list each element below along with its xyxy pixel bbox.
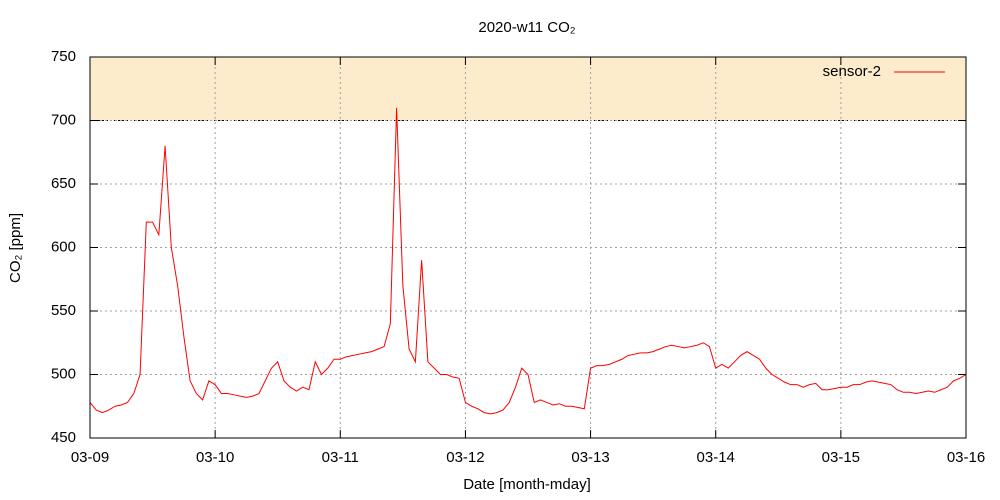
x-tick-label: 03-16 — [947, 449, 985, 466]
chart-title: 2020-w11 CO₂ — [478, 19, 575, 36]
x-tick-label: 03-12 — [446, 449, 484, 466]
legend-label: sensor-2 — [823, 63, 881, 80]
x-tick-label: 03-13 — [571, 449, 609, 466]
y-tick-label: 600 — [51, 238, 76, 255]
x-axis-label: Date [month-mday] — [463, 476, 591, 493]
plot-border — [89, 56, 967, 439]
y-tick-label: 750 — [51, 48, 76, 65]
x-tick-label: 03-10 — [196, 449, 234, 466]
y-tick-label: 550 — [51, 302, 76, 319]
y-axis-label: CO₂ [ppm] — [7, 213, 24, 283]
y-tick-label: 450 — [51, 429, 76, 446]
x-tick-label: 03-09 — [71, 449, 109, 466]
x-tick-label: 03-11 — [322, 449, 359, 466]
highlight-band — [90, 57, 966, 121]
y-tick-label: 500 — [51, 365, 76, 382]
x-tick-label: 03-15 — [822, 449, 860, 466]
data-line — [89, 107, 967, 415]
y-tick-label: 700 — [51, 111, 76, 128]
x-tick-label: 03-14 — [697, 449, 735, 466]
y-tick-label: 650 — [51, 175, 76, 192]
